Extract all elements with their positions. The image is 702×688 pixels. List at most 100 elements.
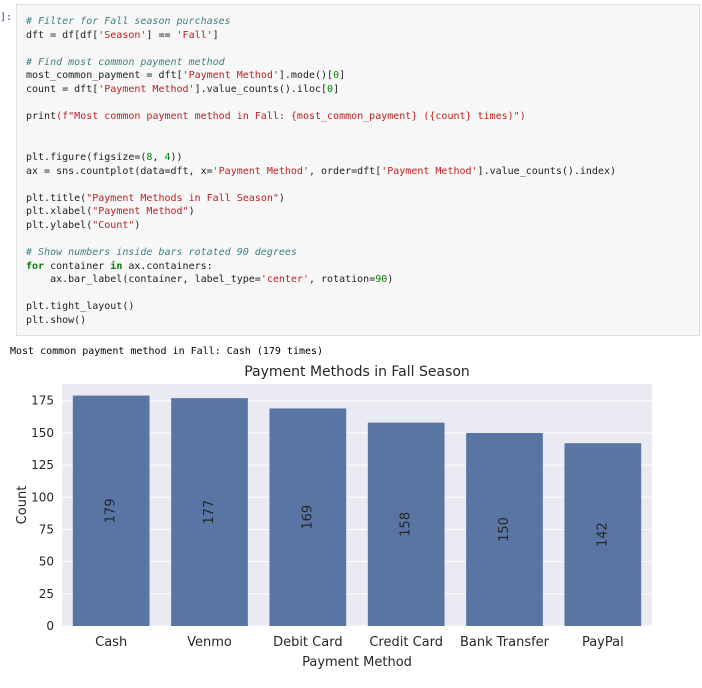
- code-token: ]: [339, 70, 346, 82]
- y-tick-label: 150: [31, 426, 54, 440]
- code-token: ax.bar_label(container, label_type=: [26, 274, 261, 286]
- x-tick-label: Cash: [95, 635, 127, 650]
- code-token: 'Fall': [176, 29, 213, 41]
- code-token: ].mode()[: [278, 70, 334, 82]
- bar-value-label: 150: [497, 517, 512, 542]
- code-token: 'Payment Method': [381, 165, 478, 177]
- code-token: print: [26, 111, 57, 123]
- code-token: , rotation=: [308, 274, 376, 286]
- code-token: ]: [333, 83, 340, 95]
- chart-title: Payment Methods in Fall Season: [244, 364, 470, 380]
- code-token: for: [26, 260, 45, 272]
- code-token: # Find most common payment method: [26, 56, 225, 68]
- code-token: ,: [152, 151, 165, 163]
- x-axis-label: Payment Method: [302, 655, 412, 670]
- code-line: plt.title("Payment Methods in Fall Seaso…: [26, 192, 616, 206]
- code-line: ax = sns.countplot(data=dft, x='Payment …: [26, 165, 616, 179]
- code-line: [26, 124, 616, 138]
- code-token: ].value_counts().iloc[: [194, 83, 328, 95]
- y-tick-label: 0: [46, 619, 54, 633]
- code-token: 8: [146, 151, 153, 163]
- code-line: [26, 178, 616, 192]
- code-line: plt.ylabel("Count"): [26, 219, 616, 233]
- code-token: (f"Most common payment method in Fall: {…: [56, 111, 526, 123]
- code-token: plt.tight_layout(): [26, 301, 135, 313]
- code-token: 0: [333, 70, 340, 82]
- code-token: 'Payment Method': [182, 70, 279, 82]
- bar: [171, 398, 248, 626]
- bar-chart: 0 25 50 75 100 125 150 175 179 Cash 177 Venmo 169 Deb…: [15, 364, 652, 670]
- bar-value-label: 177: [202, 500, 217, 525]
- x-tick-label: Venmo: [187, 635, 232, 650]
- code-token: plt.figure(figsize=(: [26, 151, 147, 163]
- code-line: [26, 287, 616, 301]
- code-line: dft = df[df['Season'] == 'Fall']: [26, 29, 616, 43]
- code-token: 'Payment Method': [212, 165, 309, 177]
- code-token: ax.containers:: [122, 260, 213, 272]
- code-line: count = dft['Payment Method'].value_coun…: [26, 83, 616, 97]
- code-token: ): [278, 192, 285, 204]
- code-token: 0: [327, 83, 334, 95]
- code-line: # Find most common payment method: [26, 56, 616, 70]
- code-token: 'center': [260, 274, 309, 286]
- code-token: ] ==: [146, 29, 177, 41]
- bar-value-label: 179: [104, 498, 119, 523]
- chart-output: 0 25 50 75 100 125 150 175 179 Cash 177 Venmo 169 Deb…: [0, 360, 702, 684]
- x-tick-label: Debit Card: [273, 635, 343, 650]
- code-token: ax = sns.countplot(data=dft, x=: [26, 165, 213, 177]
- bar: [466, 432, 543, 626]
- cell-prompt: ]:: [0, 12, 13, 23]
- code-cell-input[interactable]: # Filter for Fall season purchases dft = …: [16, 4, 700, 336]
- code-line: plt.figure(figsize=(8, 4)): [26, 151, 616, 165]
- code-token: )): [170, 151, 183, 163]
- code-token: "Count": [92, 219, 135, 231]
- y-tick-label: 75: [39, 522, 54, 536]
- code-token: ]: [212, 29, 219, 41]
- code-token: plt.title(: [26, 192, 87, 204]
- y-tick-label: 175: [31, 394, 54, 408]
- bar-value-label: 169: [300, 505, 315, 530]
- code-token: ].value_counts().index): [477, 165, 617, 177]
- code-token: count = dft[: [26, 83, 99, 95]
- code-token: # Filter for Fall season purchases: [26, 16, 231, 27]
- y-tick-label: 125: [31, 458, 54, 472]
- code-line: for container in ax.containers:: [26, 260, 616, 274]
- code-token: 'Season': [98, 29, 147, 41]
- code-token: dft = df[df[: [26, 29, 99, 41]
- code-editor[interactable]: # Filter for Fall season purchases dft = …: [26, 15, 616, 328]
- bar-value-label: 142: [595, 522, 610, 547]
- code-token: 'Payment Method': [98, 83, 195, 95]
- code-token: most_common_payment = dft[: [26, 70, 183, 82]
- y-tick-label: 25: [39, 587, 54, 601]
- code-token: 90: [375, 274, 388, 286]
- code-token: "Payment Method": [92, 206, 189, 218]
- code-token: ): [134, 219, 141, 231]
- code-token: "Payment Methods in Fall Season": [86, 192, 279, 204]
- code-token: # Show numbers inside bars rotated 90 de…: [26, 247, 297, 259]
- code-line: most_common_payment = dft['Payment Metho…: [26, 69, 616, 83]
- bar: [269, 408, 347, 626]
- x-tick-label: Bank Transfer: [460, 635, 550, 650]
- code-token: plt.ylabel(: [26, 219, 93, 231]
- bar: [72, 395, 150, 626]
- code-line: plt.tight_layout(): [26, 300, 616, 314]
- code-line: print(f"Most common payment method in Fa…: [26, 110, 616, 124]
- code-token: container: [44, 260, 111, 272]
- code-token: ): [387, 274, 394, 286]
- y-axis-label: Count: [15, 486, 30, 525]
- code-line: # Filter for Fall season purchases: [26, 15, 616, 29]
- x-tick-label: PayPal: [582, 635, 624, 650]
- code-line: [26, 137, 616, 151]
- code-line: [26, 97, 616, 111]
- plot-area: [62, 384, 652, 626]
- code-token: 4: [164, 151, 171, 163]
- code-token: ): [188, 206, 195, 218]
- y-tick-label: 100: [31, 490, 54, 504]
- code-token: plt.xlabel(: [26, 206, 93, 218]
- code-line: [26, 42, 616, 56]
- bar: [367, 422, 445, 626]
- code-token: , order=dft[: [308, 165, 382, 177]
- code-token: in: [110, 260, 123, 272]
- code-line: ax.bar_label(container, label_type='cent…: [26, 273, 616, 287]
- code-line: # Show numbers inside bars rotated 90 de…: [26, 246, 616, 260]
